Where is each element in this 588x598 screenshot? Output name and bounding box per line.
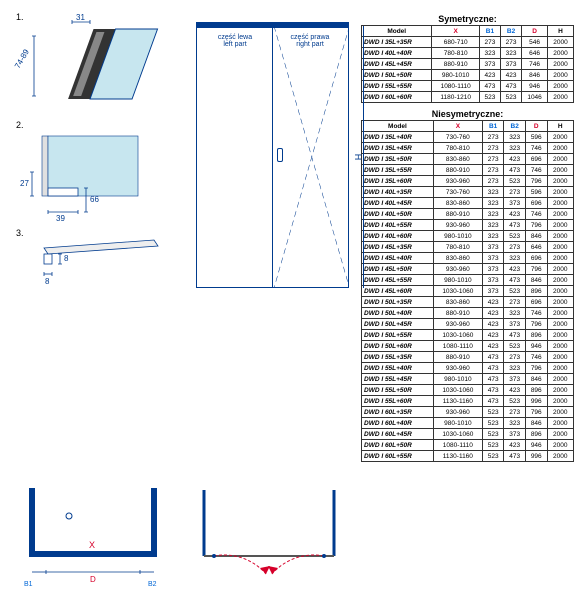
fig-1: 1. 31 74-89 [14,14,184,114]
table-row: DWD I 40L+45R830-8603233736962000 [362,198,574,209]
table-row: DWD I 50L+60R1080-11104235239462000 [362,341,574,352]
table-row: DWD I 55L+60R1130-11604735239962000 [362,396,574,407]
table-row: DWD I 50L+45R930-9604233737962000 [362,319,574,330]
fig-3: 3. 8 8 [14,230,184,290]
left-part-label: część lewaleft part [200,34,270,48]
asym-table: ModelXB1B2DH DWD I 35L+40R730-7602733235… [361,120,574,462]
table-row: DWD I 60L+50R1080-11105234239462000 [362,440,574,451]
right-part-label: część prawaright part [275,34,345,48]
svg-text:66: 66 [90,195,99,204]
col-d: D [522,26,548,37]
table-row: DWD I 35L+60R930-9602735237962000 [362,176,574,187]
svg-text:B1: B1 [24,581,33,588]
fig-3-label: 3. [16,228,24,238]
col-model: Model [362,26,432,37]
col-h: H [547,121,573,132]
h-dimension: H [357,26,369,288]
table-row: DWD I 50L+35R830-8604232736962000 [362,297,574,308]
table-row: DWD I 45L+60R1030-10603735238962000 [362,286,574,297]
fig1-dimt: 74-89 [14,47,31,70]
fig-1-label: 1. [16,12,24,22]
table-row: DWD I 40L+35R730-7603232735962000 [362,187,574,198]
fig-2-label: 2. [16,120,24,130]
door-handle-icon [277,148,283,162]
plan-views: X D B1 B2 [14,476,574,596]
svg-text:X: X [89,540,95,550]
table-row: DWD I 40L+50R880-9103234237462000 [362,209,574,220]
table-row: DWD I 40L+60R980-10103235238462000 [362,231,574,242]
svg-text:27: 27 [20,179,29,188]
col-b1: B1 [482,121,504,132]
table-row: DWD I 55L+35R880-9104732737462000 [362,352,574,363]
sym-title: Symetryczne: [361,14,574,24]
table-row: DWD I 45L+45R880-9103733737462000 [362,59,574,70]
col-model: Model [362,121,434,132]
col-x: X [432,26,479,37]
table-row: DWD I 50L+55R1030-10604234738962000 [362,330,574,341]
table-row: DWD I 60L+40R980-10105233238462000 [362,418,574,429]
table-row: DWD I 45L+55R980-10103734738462000 [362,275,574,286]
table-row: DWD I 35L+35R680-7102732735462000 [362,37,574,48]
svg-text:8: 8 [45,277,50,286]
table-row: DWD I 60L+60R1180-121052352310462000 [362,92,574,103]
fig1-dimw: 31 [76,14,85,22]
table-row: DWD I 35L+45R780-8102733237462000 [362,143,574,154]
table-row: DWD I 60L+55R1130-11605234739962000 [362,451,574,462]
table-row: DWD I 55L+40R930-9604733237962000 [362,363,574,374]
svg-text:8: 8 [64,254,69,263]
tables: Symetryczne: ModelXB1B2DH DWD I 35L+35R6… [361,14,574,462]
svg-text:39: 39 [56,214,65,222]
svg-text:B2: B2 [148,581,157,588]
svg-text:D: D [90,575,96,584]
table-row: DWD I 50L+40R880-9104233237462000 [362,308,574,319]
sym-table: ModelXB1B2DH DWD I 35L+35R680-7102732735… [361,25,574,103]
col-d: D [525,121,547,132]
table-row: DWD I 45L+35R780-8103732736462000 [362,242,574,253]
col-b2: B2 [504,121,526,132]
table-row: DWD I 35L+50R830-8602734236962000 [362,154,574,165]
plan-left: X D B1 B2 [14,476,164,596]
col-b2: B2 [500,26,521,37]
col-x: X [433,121,482,132]
col-b1: B1 [479,26,500,37]
spec-sheet: 1. 31 74-89 2. [14,14,574,462]
door-elevation: część lewaleft part część prawaright par… [190,14,355,462]
table-row: DWD I 55L+45R980-10104733738462000 [362,374,574,385]
col-h: H [548,26,574,37]
table-row: DWD I 35L+55R880-9102734737462000 [362,165,574,176]
fig-2: 2. 39 66 27 [14,122,184,222]
asym-title: Niesymetryczne: [361,109,574,119]
table-row: DWD I 55L+55R1080-11104734739462000 [362,81,574,92]
table-row: DWD I 40L+55R930-9603234737962000 [362,220,574,231]
table-row: DWD I 60L+35R930-9605232737962000 [362,407,574,418]
table-row: DWD I 50L+50R980-10104234238462000 [362,70,574,81]
detail-figures: 1. 31 74-89 2. [14,14,184,462]
table-row: DWD I 55L+50R1030-10604734238962000 [362,385,574,396]
table-row: DWD I 45L+50R930-9603734237962000 [362,264,574,275]
table-row: DWD I 40L+40R780-8103233236462000 [362,48,574,59]
table-row: DWD I 60L+45R1030-10605233738962000 [362,429,574,440]
plan-right [184,476,334,596]
table-row: DWD I 45L+40R830-8603733236962000 [362,253,574,264]
table-row: DWD I 35L+40R730-7602733235962000 [362,132,574,143]
